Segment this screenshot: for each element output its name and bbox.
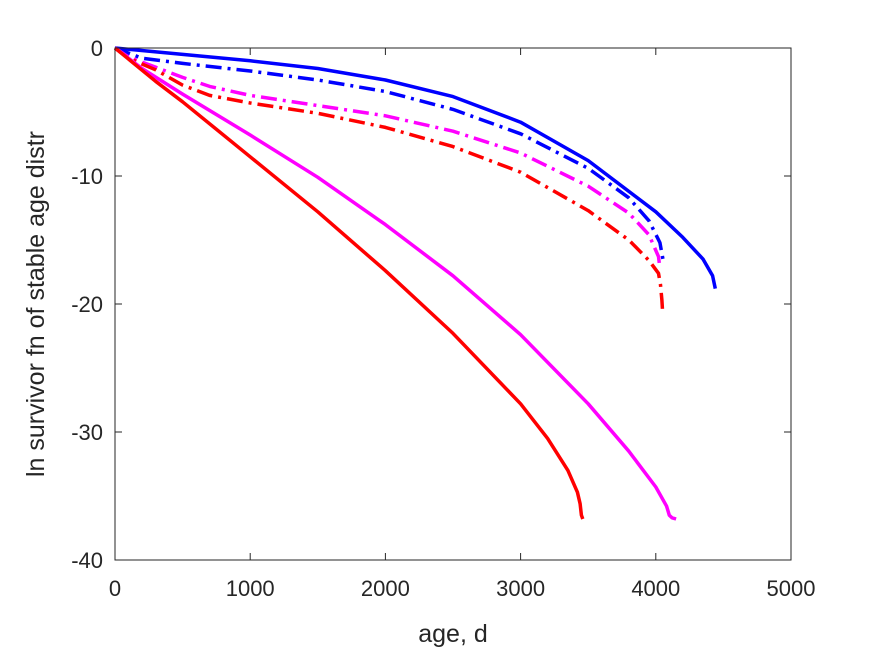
series-line-1 (114, 46, 718, 289)
series-line-5 (113, 46, 677, 521)
y-tick-marks (115, 47, 791, 561)
x-tick-marks (114, 48, 792, 560)
y-tick-label: -40 (71, 548, 103, 573)
x-tick-label: 4000 (631, 576, 680, 601)
series-line-2 (114, 46, 666, 265)
series-line-4 (113, 46, 665, 312)
x-tick-label: 5000 (767, 576, 816, 601)
x-tick-label: 2000 (361, 576, 410, 601)
series-line-6 (113, 46, 585, 520)
y-tick-label: 0 (91, 36, 103, 61)
y-tick-label: -30 (71, 420, 103, 445)
plot-area-frame (114, 47, 792, 561)
series-line-3 (114, 46, 662, 269)
series-layer (113, 46, 718, 521)
x-axis-label: age, d (418, 620, 488, 648)
y-axis-label: ln survivor fn of stable age distr (22, 131, 50, 477)
x-tick-label: 3000 (496, 576, 545, 601)
y-tick-label: -20 (71, 292, 103, 317)
x-tick-label: 1000 (226, 576, 275, 601)
x-tick-label: 0 (109, 576, 121, 601)
y-tick-label: -10 (71, 164, 103, 189)
x-tick-labels: 0 1000 2000 3000 4000 5000 (109, 576, 816, 601)
y-tick-labels: -40 -30 -20 -10 0 (71, 36, 103, 573)
